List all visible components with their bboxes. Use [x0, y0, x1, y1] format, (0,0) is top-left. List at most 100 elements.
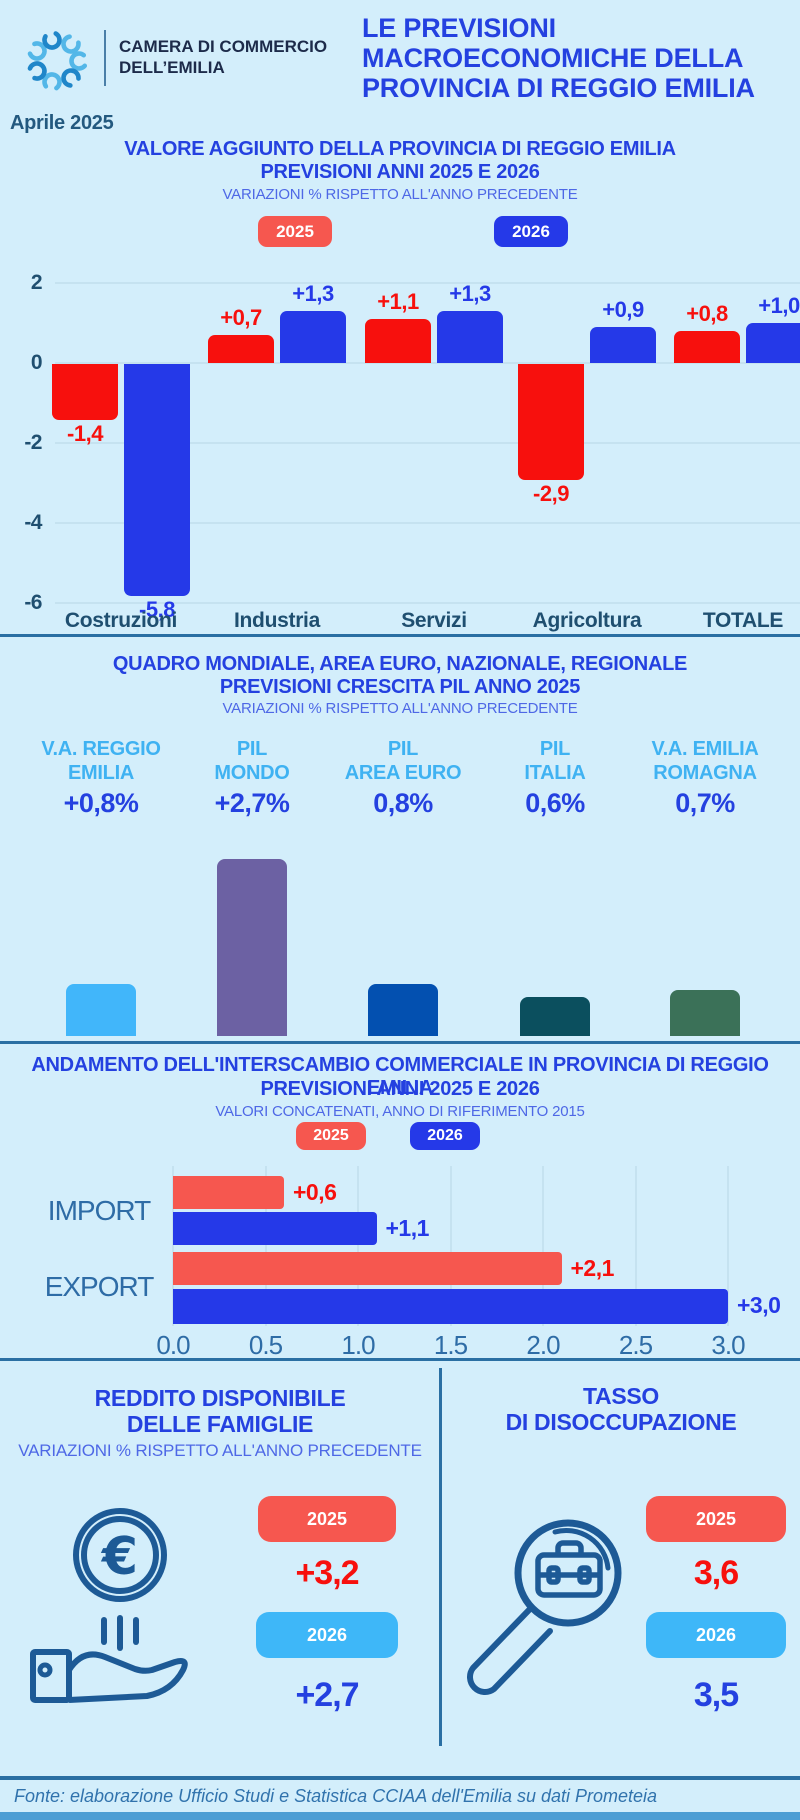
hbar-EXPORT-2026 — [173, 1289, 728, 1324]
chart2-subtitle: VARIAZIONI % RISPETTO ALL'ANNO PRECEDENT… — [222, 700, 578, 717]
hbar-value-label: +0,6 — [293, 1179, 337, 1205]
bar-value-label: +0,8 — [686, 301, 728, 326]
pil-value: 0,7% — [675, 788, 735, 818]
income-badge-2025: 2025 — [258, 1496, 396, 1542]
bar-value-label: -2,9 — [533, 481, 569, 506]
logo-org-line2: DELL’EMILIA — [119, 58, 225, 77]
magnifier-briefcase-icon — [467, 1519, 622, 1695]
bar-2026-Costruzioni — [124, 364, 190, 596]
income-value-2026: +2,7 — [295, 1676, 359, 1714]
grid-line-h — [55, 282, 800, 284]
hbar-value-label: +1,1 — [385, 1215, 430, 1241]
logo-org-line1: CAMERA DI COMMERCIO — [119, 37, 328, 56]
bar-value-label: +1,3 — [449, 281, 491, 306]
income-subtitle: VARIAZIONI % RISPETTO ALL'ANNO PRECEDENT… — [18, 1441, 422, 1460]
bar-value-label: +1,3 — [292, 281, 334, 306]
section-divider — [0, 1041, 800, 1044]
category-label: TOTALE — [702, 609, 784, 632]
camera-commercio-logo-icon — [27, 30, 89, 92]
pil-value: +0,8% — [63, 788, 139, 818]
y-tick-label: -4 — [24, 511, 42, 534]
chart1-title-line2: PREVISIONI ANNI 2025 E 2026 — [260, 161, 540, 183]
bar-value-label: +1,1 — [377, 289, 419, 314]
chart2-title-line2: PREVISIONI CRESCITA PIL ANNO 2025 — [219, 676, 581, 698]
chart3-legend-2026: 2026 — [410, 1122, 480, 1150]
x-tick-label: 0.5 — [248, 1330, 283, 1360]
y-tick-label: 2 — [30, 271, 43, 294]
bar-value-label: +0,7 — [220, 305, 262, 330]
bar-2025-Agricoltura — [518, 364, 584, 480]
pil-bar-1 — [66, 983, 136, 1036]
grid-line-h — [55, 442, 800, 444]
x-tick-label: 3.0 — [711, 1330, 745, 1360]
hbar-value-label: +3,0 — [737, 1292, 781, 1318]
hbar-IMPORT-2026 — [173, 1212, 377, 1245]
pil-bar-5 — [670, 990, 740, 1036]
chart3-title-line2: PREVISIONI ANNI 2025 E 2026 — [260, 1078, 540, 1100]
date-label: Aprile 2025 — [10, 112, 114, 134]
section-divider — [0, 1358, 800, 1361]
pil-label: V.A. REGGIO EMILIA — [41, 738, 161, 784]
chart3-subtitle: VALORI CONCATENATI, ANNO DI RIFERIMENTO … — [215, 1103, 585, 1120]
chart1-subtitle: VARIAZIONI % RISPETTO ALL'ANNO PRECEDENT… — [222, 186, 578, 203]
category-label: Servizi — [401, 609, 467, 632]
bar-value-label: +0,9 — [602, 297, 644, 322]
pil-label: PIL AREA EURO — [344, 738, 462, 784]
grid-line-v — [727, 1166, 729, 1326]
y-tick-label: 0 — [30, 351, 43, 374]
grid-line-h — [55, 602, 800, 604]
bar-2025-Servizi — [365, 319, 431, 363]
pil-label: V.A. EMILIA ROMAGNA — [651, 738, 759, 784]
category-label: Industria — [234, 609, 320, 632]
grid-line-v — [542, 1166, 544, 1326]
bar-2026-Industria — [280, 311, 346, 363]
income-value-2025: +3,2 — [295, 1554, 359, 1592]
x-tick-label: 1.0 — [341, 1330, 375, 1360]
grid-line-v — [634, 1166, 637, 1326]
pil-bar-4 — [520, 996, 590, 1036]
row-label-EXPORT: EXPORT — [44, 1271, 155, 1302]
grid-line-h — [55, 362, 800, 364]
grid-line-v — [172, 1166, 174, 1326]
bar-value-label: +1,0 — [758, 293, 800, 318]
bar-2025-Costruzioni — [52, 364, 118, 420]
unemployment-title-line1: TASSO — [582, 1383, 660, 1409]
y-tick-label: -6 — [24, 591, 42, 614]
category-label: Costruzioni — [64, 609, 178, 632]
pil-value: 0,8% — [373, 788, 433, 818]
grid-line-v — [264, 1166, 267, 1326]
chart3-legend-2025: 2025 — [296, 1122, 366, 1150]
bar-2025-Industria — [208, 335, 274, 363]
x-tick-label: 0.0 — [156, 1330, 190, 1360]
bar-2026-TOTALE — [746, 323, 800, 363]
chart1-title-line1: VALORE AGGIUNTO DELLA PROVINCIA DI REGGI… — [124, 138, 676, 160]
bar-2026-Agricoltura — [590, 327, 656, 363]
grid-line-h — [55, 522, 800, 524]
pil-label: PIL MONDO — [214, 738, 290, 784]
hbar-EXPORT-2025 — [173, 1252, 562, 1285]
logo-org-name: CAMERA DI COMMERCIO DELL’EMILIA — [119, 36, 359, 78]
x-tick-label: 2.5 — [618, 1330, 653, 1360]
chart1-legend-2025: 2025 — [258, 216, 332, 247]
x-tick-label: 1.5 — [433, 1330, 468, 1360]
bar-value-label: -5,8 — [139, 597, 175, 622]
bar-2026-Servizi — [437, 311, 503, 363]
svg-text:€: € — [101, 1527, 138, 1587]
chart3-title-line1: ANDAMENTO DELL'INTERSCAMBIO COMMERCIALE … — [31, 1054, 769, 1099]
section-divider — [0, 634, 800, 637]
chart1-legend-2026: 2026 — [494, 216, 568, 247]
unemployment-badge-2025: 2025 — [646, 1496, 786, 1542]
category-label: Agricoltura — [532, 609, 642, 632]
income-title-line2: DELLE FAMIGLIE — [126, 1411, 314, 1437]
bar-2025-TOTALE — [674, 331, 740, 363]
footer-rule — [0, 1776, 800, 1780]
income-badge-2026: 2026 — [256, 1612, 398, 1658]
y-tick-label: -2 — [24, 431, 42, 454]
hbar-value-label: +2,1 — [570, 1255, 615, 1281]
source-note: Fonte: elaborazione Ufficio Studi e Stat… — [14, 1786, 658, 1806]
hand-euro-coin-icon: € — [30, 1508, 188, 1703]
unemployment-value-2026: 3,5 — [693, 1676, 739, 1714]
pil-value: 0,6% — [525, 788, 585, 818]
pil-bar-2 — [217, 859, 287, 1036]
